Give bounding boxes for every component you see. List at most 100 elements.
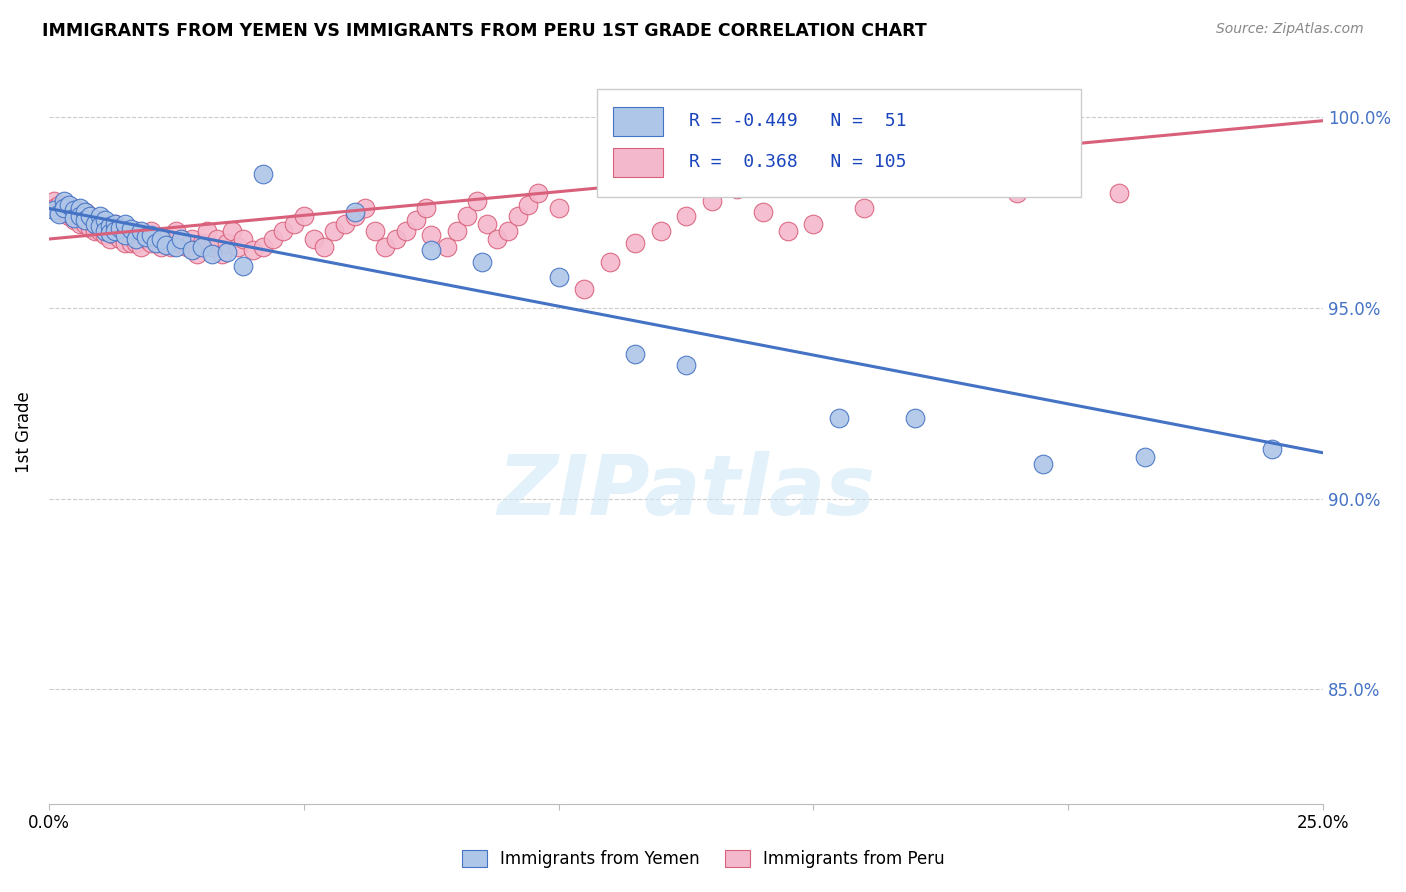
Point [420, 228, 443, 243]
Point [150, 240, 173, 254]
Point [110, 232, 132, 246]
Point [58, 209, 80, 223]
Point [63, 211, 86, 225]
Point [94, 228, 117, 243]
Point [129, 224, 152, 238]
Text: R =  0.368   N = 105: R = 0.368 N = 105 [689, 153, 905, 171]
Point [803, 217, 825, 231]
Point [83, 224, 105, 238]
Point [48, 197, 70, 211]
Point [124, 235, 146, 250]
Point [170, 235, 193, 250]
Point [73, 213, 96, 227]
Point [48, 205, 70, 219]
Point [572, 282, 595, 296]
FancyBboxPatch shape [598, 89, 1081, 197]
Point [624, 346, 647, 360]
Point [98, 227, 121, 241]
Point [436, 240, 458, 254]
Point [420, 244, 443, 258]
Point [89, 209, 111, 223]
Point [89, 213, 111, 227]
Point [135, 230, 157, 244]
Point [139, 224, 162, 238]
Point [165, 224, 187, 238]
Point [725, 182, 748, 196]
Point [98, 232, 121, 246]
Point [63, 202, 86, 216]
Point [104, 217, 127, 231]
Point [53, 197, 76, 211]
Point [155, 232, 177, 246]
Point [170, 232, 193, 246]
Point [104, 224, 127, 238]
Point [94, 224, 117, 238]
Point [904, 411, 927, 425]
Point [69, 202, 91, 216]
Point [314, 240, 336, 254]
Y-axis label: 1st Grade: 1st Grade [15, 391, 32, 473]
Point [955, 163, 977, 178]
Point [120, 235, 142, 250]
Point [776, 224, 799, 238]
Point [69, 217, 91, 231]
Point [343, 205, 366, 219]
Point [1261, 442, 1284, 456]
Point [110, 220, 132, 235]
Point [180, 232, 202, 246]
Point [139, 235, 162, 250]
Point [120, 222, 142, 236]
Point [79, 209, 101, 223]
Point [415, 202, 437, 216]
Legend: Immigrants from Yemen, Immigrants from Peru: Immigrants from Yemen, Immigrants from P… [456, 843, 950, 875]
Point [120, 224, 142, 238]
Point [42, 194, 65, 208]
Point [506, 209, 529, 223]
Point [53, 202, 76, 216]
Point [232, 259, 254, 273]
Point [232, 232, 254, 246]
Point [242, 244, 264, 258]
Point [124, 232, 146, 246]
Point [374, 240, 396, 254]
Point [211, 247, 233, 261]
Point [354, 202, 377, 216]
Point [98, 219, 121, 233]
Point [69, 209, 91, 223]
Point [63, 203, 86, 218]
Point [114, 217, 136, 231]
Point [180, 244, 202, 258]
Point [114, 228, 136, 243]
Point [364, 224, 387, 238]
Point [79, 209, 101, 223]
Point [323, 224, 346, 238]
Point [42, 203, 65, 218]
Point [79, 220, 101, 235]
Point [599, 255, 621, 269]
Point [176, 240, 198, 254]
Point [135, 232, 157, 246]
Point [48, 207, 70, 221]
Point [1032, 457, 1054, 471]
Point [150, 232, 173, 246]
Point [89, 219, 111, 233]
Point [828, 411, 851, 425]
Point [700, 194, 723, 208]
Point [395, 224, 418, 238]
Point [94, 213, 117, 227]
Point [53, 194, 76, 208]
Point [456, 209, 478, 223]
Point [165, 240, 187, 254]
Point [69, 209, 91, 223]
Point [1133, 450, 1156, 464]
Point [751, 205, 773, 219]
Point [853, 202, 876, 216]
Point [405, 213, 427, 227]
Point [195, 224, 218, 238]
Point [446, 224, 468, 238]
Point [83, 217, 105, 231]
Point [904, 178, 927, 193]
Point [624, 235, 647, 250]
Point [217, 245, 239, 260]
Point [205, 232, 228, 246]
